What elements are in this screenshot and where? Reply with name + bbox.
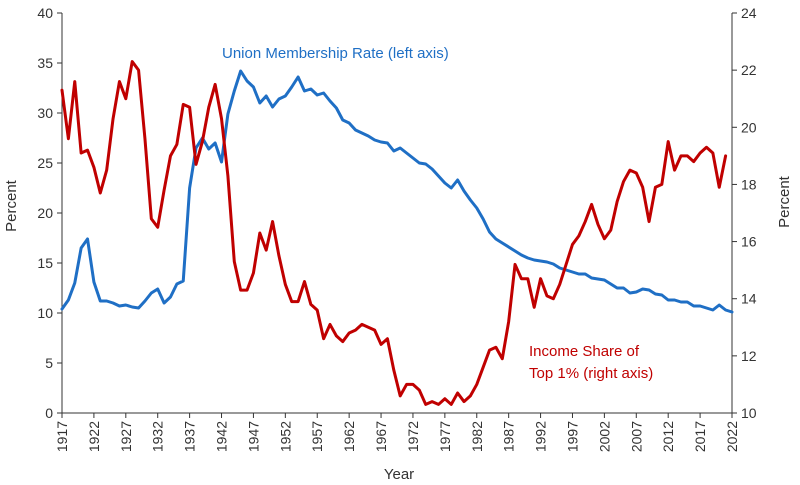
x-tick-label: 1927 [118, 421, 134, 452]
x-tick-label: 1917 [54, 421, 70, 452]
left-tick-label: 5 [45, 355, 53, 371]
left-tick-label: 0 [45, 405, 53, 421]
right-tick-label: 20 [741, 119, 757, 135]
x-axis-title: Year [384, 466, 414, 483]
x-tick-label: 1967 [373, 421, 389, 452]
left-tick-label: 40 [37, 5, 53, 21]
right-tick-label: 16 [741, 234, 757, 250]
right-tick-label: 12 [741, 348, 757, 364]
x-tick-label: 1997 [564, 421, 580, 452]
x-tick-label: 1992 [533, 421, 549, 452]
left-tick-label: 15 [37, 255, 53, 271]
x-tick-label: 2022 [724, 421, 740, 452]
top1-income-share-line [60, 60, 728, 406]
union-series-label: Union Membership Rate (left axis) [222, 45, 449, 62]
x-tick-label: 1932 [150, 421, 166, 452]
x-tick-label: 1942 [214, 421, 230, 452]
left-tick-label: 30 [37, 105, 53, 121]
x-tick-label: 1972 [405, 421, 421, 452]
income-series-label-line1: Income Share of [529, 343, 640, 360]
left-tick-label: 20 [37, 205, 53, 221]
left-tick-label: 10 [37, 305, 53, 321]
series-layer [60, 60, 734, 406]
right-axis-title: Percent [776, 175, 793, 228]
right-tick-label: 14 [741, 291, 757, 307]
x-tick-label: 2002 [596, 421, 612, 452]
x-tick-label: 1977 [437, 421, 453, 452]
left-tick-label: 25 [37, 155, 53, 171]
right-tick-label: 24 [741, 5, 757, 21]
left-tick-label: 35 [37, 55, 53, 71]
x-tick-label: 1987 [501, 421, 517, 452]
x-tick-label: 1982 [469, 421, 485, 452]
x-tick-label: 2012 [660, 421, 676, 452]
x-axis-ticks: 1917 1922 1927 1932 1937 1942 1947 1952 1957 1962… [54, 413, 740, 452]
right-tick-label: 18 [741, 176, 757, 192]
x-tick-label: 1957 [309, 421, 325, 452]
right-tick-label: 22 [741, 62, 757, 78]
income-series-label-line2: Top 1% (right axis) [529, 365, 653, 382]
x-tick-label: 1937 [182, 421, 198, 452]
right-tick-label: 10 [741, 405, 757, 421]
left-axis-title: Percent [3, 179, 20, 232]
union-membership-line [60, 69, 734, 314]
x-tick-label: 1947 [245, 421, 261, 452]
x-tick-label: 2007 [628, 421, 644, 452]
x-tick-label: 1962 [341, 421, 357, 452]
x-tick-label: 2017 [692, 421, 708, 452]
x-tick-label: 1922 [86, 421, 102, 452]
x-tick-label: 1952 [277, 421, 293, 452]
right-axis-ticks: 10 12 14 16 18 20 22 24 [732, 5, 757, 421]
left-axis-ticks: 0 5 10 15 20 25 30 35 40 [37, 5, 62, 421]
